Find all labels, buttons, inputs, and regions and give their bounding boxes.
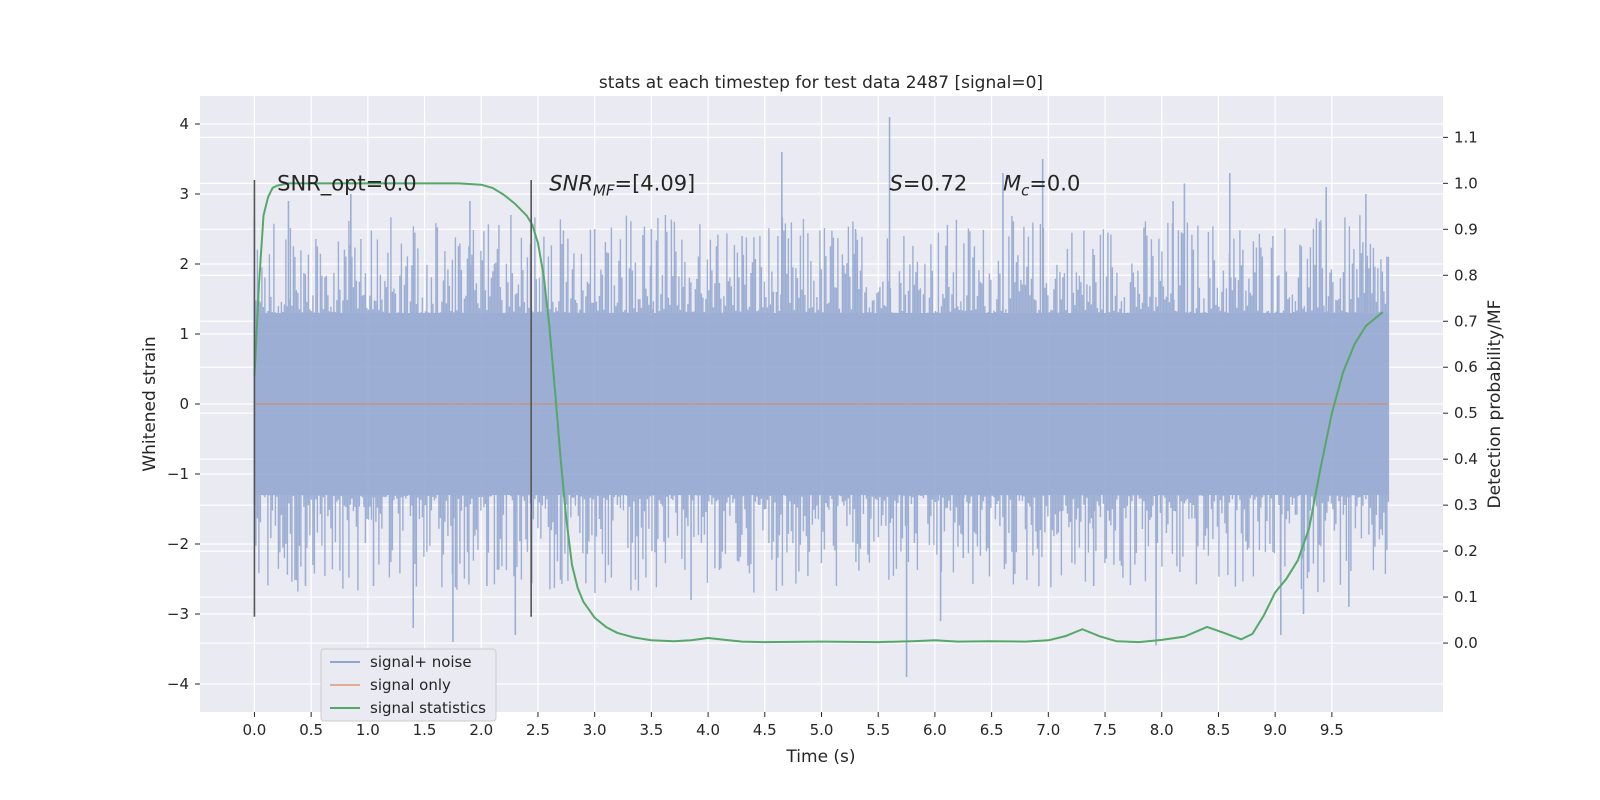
x-tick-label: 9.5	[1320, 721, 1344, 739]
y2-tick-label: 0.6	[1454, 358, 1478, 376]
x-tick-label: 8.0	[1150, 721, 1174, 739]
x-tick-label: 7.5	[1093, 721, 1117, 739]
x-tick-label: 0.5	[299, 721, 323, 739]
x-tick-label: 1.0	[356, 721, 380, 739]
x-tick-label: 2.0	[469, 721, 493, 739]
x-tick-label: 6.0	[923, 721, 947, 739]
chart-title: stats at each timestep for test data 248…	[599, 73, 1043, 93]
y-tick-label: 0	[179, 395, 189, 413]
y2-tick-label: 0.0	[1454, 634, 1478, 652]
y2-tick-label: 0.1	[1454, 588, 1478, 606]
x-tick-label: 1.5	[413, 721, 437, 739]
y-axis-left: 4 3 2 1 0 −1 −2 −3 −4	[167, 115, 200, 693]
x-tick-label: 7.0	[1036, 721, 1060, 739]
series-signal-statistics	[253, 182, 1384, 644]
y2-tick-label: 0.5	[1454, 404, 1478, 422]
x-tick-label: 8.5	[1207, 721, 1231, 739]
y2-tick-label: 0.2	[1454, 542, 1478, 560]
x-tick-label: 6.5	[980, 721, 1004, 739]
x-tick-label: 4.5	[753, 721, 777, 739]
x-tick-label: 5.5	[866, 721, 890, 739]
y-tick-label: 4	[179, 115, 189, 133]
y-axis-label: Whitened strain	[140, 336, 160, 471]
y2-tick-label: 0.9	[1454, 220, 1478, 238]
y2-tick-label: 0.7	[1454, 312, 1478, 330]
y2-tick-label: 0.4	[1454, 450, 1478, 468]
y2-tick-label: 0.3	[1454, 496, 1478, 514]
legend-box	[320, 648, 497, 722]
x-tick-label: 3.0	[583, 721, 607, 739]
x-tick-label: 4.0	[696, 721, 720, 739]
y2-axis-label: Detection probability/MF	[1485, 300, 1505, 509]
y-tick-label: 2	[179, 255, 189, 273]
annotation-1: SNRMF=[4.09]	[549, 172, 695, 200]
x-tick-label: 2.5	[526, 721, 550, 739]
y-tick-label: −4	[167, 675, 189, 693]
y2-tick-label: 1.1	[1454, 128, 1478, 146]
x-axis-label: Time (s)	[785, 747, 855, 767]
legend-label-signal-statistics: signal statistics	[370, 699, 486, 717]
annotation-0: SNR_opt=0.0	[277, 172, 417, 197]
legend: signal+ noise signal only signal statist…	[320, 648, 497, 722]
annotations: SNR_opt=0.0 SNRMF=[4.09] S=0.72 Mc=0.0	[277, 172, 1080, 200]
y-tick-label: −2	[167, 535, 189, 553]
legend-label-signal-noise: signal+ noise	[370, 653, 472, 671]
x-tick-label: 0.0	[243, 721, 267, 739]
y-tick-label: −3	[167, 605, 189, 623]
x-axis: 0.0 0.5 1.0 1.5 2.0 2.5 3.0 3.5 4.0 4.5 5.0 5.5 6.0 6…	[243, 712, 1344, 739]
y2-tick-label: 0.8	[1454, 266, 1478, 284]
y-axis-right: 1.1 1.0 0.9 0.8 0.7 0.6 0.5 0.4 0.3 0.2 0.1 0.0	[1443, 128, 1478, 652]
x-tick-label: 5.0	[810, 721, 834, 739]
y-tick-label: 1	[179, 325, 189, 343]
x-tick-label: 3.5	[639, 721, 663, 739]
vertical-markers	[253, 180, 532, 617]
annotation-3: Mc=0.0	[1003, 172, 1080, 200]
y2-tick-label: 1.0	[1454, 174, 1478, 192]
y-tick-label: −1	[167, 465, 189, 483]
x-tick-label: 9.0	[1263, 721, 1287, 739]
legend-label-signal-only: signal only	[370, 676, 451, 694]
series-layer	[253, 117, 1390, 677]
annotation-2: S=0.72	[890, 172, 968, 196]
y-tick-label: 3	[179, 185, 189, 203]
